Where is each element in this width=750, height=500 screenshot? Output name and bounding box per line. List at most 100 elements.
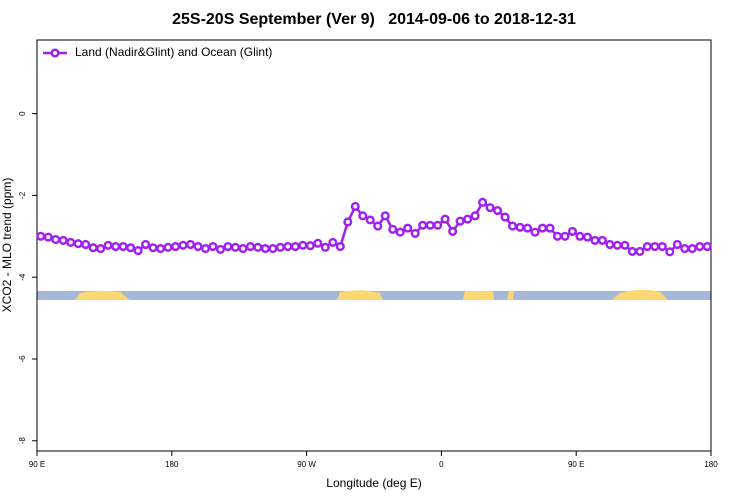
- data-point: [680, 244, 690, 254]
- x-axis-label: Longitude (deg E): [326, 476, 421, 490]
- data-point: [51, 235, 61, 245]
- data-point: [238, 244, 248, 254]
- data-point: [552, 231, 563, 241]
- data-point: [418, 220, 428, 230]
- data-point: [223, 241, 233, 252]
- land-segment: [507, 291, 514, 300]
- land-segment: [463, 291, 494, 300]
- x-tick-label: 90 E: [29, 460, 45, 469]
- data-point: [612, 240, 622, 250]
- data-point: [283, 241, 293, 252]
- data-point: [403, 223, 413, 233]
- x-tick-label: 180: [165, 460, 179, 469]
- data-point: [545, 223, 555, 233]
- data-point: [485, 203, 495, 213]
- surface-strip: [37, 289, 711, 300]
- data-point: [313, 238, 323, 248]
- data-point: [66, 237, 76, 247]
- data-point: [507, 221, 518, 231]
- data-point: [290, 241, 300, 252]
- data-point: [537, 223, 548, 233]
- data-point: [567, 226, 578, 236]
- data-point: [380, 211, 390, 221]
- data-point: [245, 241, 255, 252]
- data-point: [582, 232, 592, 242]
- data-point: [575, 231, 585, 241]
- data-point: [530, 227, 540, 237]
- x-tick-label: 180: [704, 460, 718, 469]
- data-point: [650, 241, 660, 252]
- data-point: [433, 220, 443, 230]
- data-point: [373, 221, 383, 231]
- land-segment: [612, 289, 668, 300]
- data-point: [463, 214, 473, 224]
- data-point: [522, 223, 533, 233]
- data-point: [365, 215, 375, 225]
- data-point: [695, 241, 705, 252]
- y-tick-label: -8: [18, 437, 27, 445]
- data-point: [111, 241, 121, 252]
- data-point: [170, 241, 181, 252]
- data-point: [657, 241, 667, 252]
- data-point: [81, 239, 91, 250]
- data-point: [395, 227, 405, 237]
- y-tick-label: -4: [18, 273, 27, 281]
- data-point: [515, 222, 525, 232]
- data-point: [43, 232, 53, 242]
- data-point: [687, 244, 697, 254]
- data-point: [103, 240, 113, 250]
- land-segment: [337, 290, 383, 300]
- data-point: [470, 211, 480, 221]
- data-point: [358, 211, 368, 221]
- data-point: [702, 241, 712, 252]
- data-point: [560, 231, 570, 241]
- data-point: [185, 239, 196, 250]
- land-segment: [75, 290, 130, 300]
- y-axis-label: XCO2 - MLO trend (ppm): [0, 178, 14, 313]
- data-point: [260, 244, 270, 254]
- data-point: [253, 242, 263, 252]
- data-point: [448, 226, 458, 236]
- data-point: [208, 241, 218, 252]
- legend-marker: [50, 48, 60, 58]
- data-point: [635, 246, 645, 256]
- x-tick-label: 90 E: [568, 460, 584, 469]
- data-point: [148, 243, 158, 253]
- data-point: [350, 201, 360, 211]
- data-point: [118, 241, 128, 252]
- data-point: [343, 217, 353, 227]
- data-point: [200, 244, 211, 254]
- data-point: [500, 212, 510, 222]
- x-tick-label: 90 W: [297, 460, 316, 469]
- data-point: [388, 224, 398, 234]
- data-point: [672, 239, 682, 250]
- data-point: [597, 235, 607, 245]
- data-point: [410, 228, 420, 238]
- y-tick-label: -2: [18, 191, 27, 199]
- data-point: [305, 241, 315, 251]
- data-point: [440, 214, 450, 224]
- data-point: [230, 242, 241, 252]
- chart-title: 25S-20S September (Ver 9) 2014-09-06 to …: [172, 11, 576, 28]
- y-tick-label: 0: [18, 111, 27, 116]
- data-point: [58, 235, 68, 245]
- data-point: [215, 244, 226, 254]
- data-point: [298, 240, 308, 250]
- data-point: [590, 235, 600, 245]
- data-point: [178, 240, 188, 250]
- data-point: [275, 242, 285, 252]
- data-point: [96, 244, 106, 254]
- data-point: [620, 240, 630, 250]
- data-point: [36, 231, 46, 241]
- x-tick-label: 0: [439, 460, 444, 469]
- data-point: [73, 239, 83, 249]
- data-point: [320, 242, 330, 252]
- data-point: [268, 244, 278, 254]
- data-point: [627, 246, 637, 256]
- data-point: [642, 241, 652, 252]
- data-point: [328, 237, 338, 247]
- data-point: [478, 197, 488, 207]
- data-point: [88, 243, 98, 253]
- data-point: [193, 241, 203, 252]
